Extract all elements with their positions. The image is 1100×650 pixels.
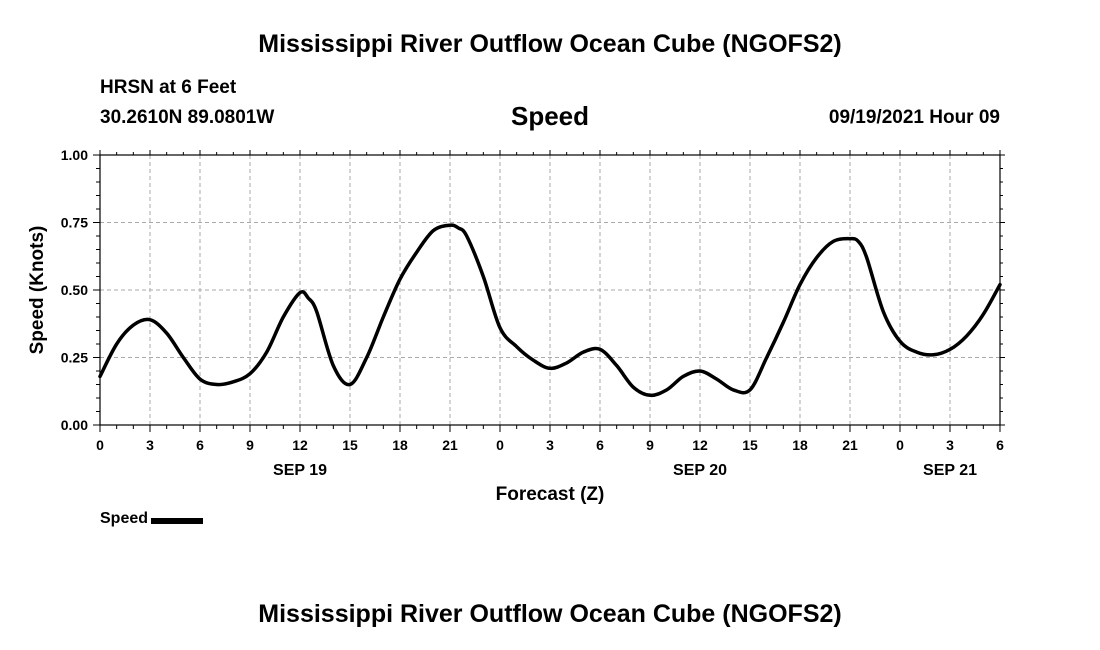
y-tick-label: 1.00	[61, 147, 88, 163]
x-tick-label: 18	[792, 437, 808, 453]
x-tick-label: 9	[646, 437, 654, 453]
x-tick-label: 18	[392, 437, 408, 453]
x-tick-label: 6	[196, 437, 204, 453]
x-tick-label: 6	[596, 437, 604, 453]
forecast-datetime: 09/19/2021 Hour 09	[828, 107, 1000, 128]
x-tick-label: 21	[842, 437, 858, 453]
x-tick-label: 12	[292, 437, 308, 453]
y-tick-label: 0.25	[61, 350, 88, 366]
x-tick-label: 3	[546, 437, 554, 453]
footer-title: Mississippi River Outflow Ocean Cube (NG…	[258, 600, 842, 628]
plot-frame	[99, 154, 1001, 426]
axes	[93, 150, 1005, 432]
x-tick-label: 3	[946, 437, 954, 453]
x-tick-label: 15	[342, 437, 358, 453]
series-line-speed	[98, 223, 1002, 398]
date-label: SEP 19	[273, 462, 327, 479]
x-tick-label: 6	[996, 437, 1004, 453]
y-axis-label: Speed (Knots)	[27, 226, 48, 355]
x-tick-label: 0	[496, 437, 504, 453]
coordinates-label: 30.2610N 89.0801W	[100, 107, 275, 128]
x-tick-label: 0	[96, 437, 104, 453]
legend-swatch	[151, 518, 204, 524]
y-tick-label: 0.00	[61, 417, 88, 433]
legend-label: Speed	[100, 510, 149, 527]
y-tick-label: 0.75	[61, 215, 88, 231]
x-axis-label: Forecast (Z)	[496, 484, 605, 505]
y-tick-label: 0.50	[61, 282, 88, 298]
x-tick-label: 0	[896, 437, 904, 453]
legend: Speed	[100, 510, 204, 528]
x-tick-label: 15	[742, 437, 758, 453]
date-label: SEP 21	[923, 462, 977, 479]
x-tick-label: 21	[442, 437, 458, 453]
x-tick-label: 9	[246, 437, 254, 453]
date-label: SEP 20	[673, 462, 727, 479]
series-layer	[98, 223, 1002, 398]
x-tick-label: 3	[146, 437, 154, 453]
chart-title: Speed	[510, 101, 590, 131]
page-title: Mississippi River Outflow Ocean Cube (NG…	[258, 30, 842, 58]
x-tick-label: 12	[692, 437, 708, 453]
tick-labels: 0 3 6 9 12 15 18 21 0 3 6 9 12 15 18 21 0 3 6 SEP 19 SEP 20 S…	[27, 147, 1004, 505]
grid-lines	[100, 155, 1000, 425]
station-label: HRSN at 6 Feet	[100, 77, 237, 98]
